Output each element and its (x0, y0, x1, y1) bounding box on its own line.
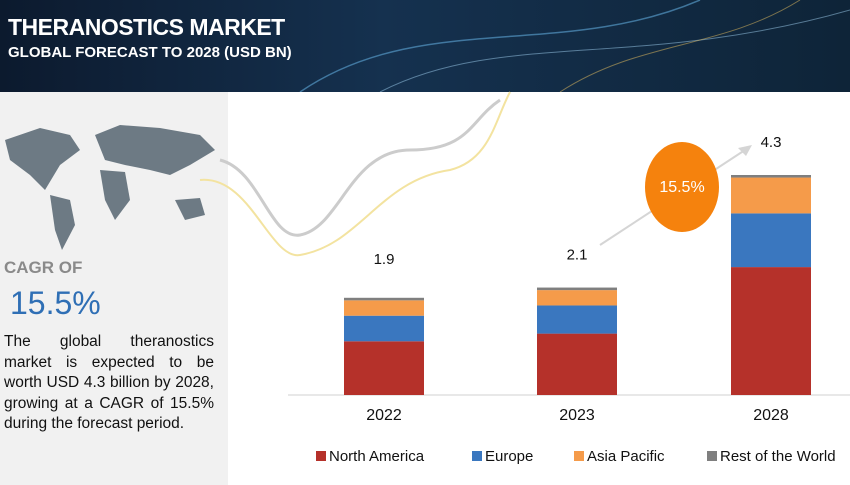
subtitle: GLOBAL FORECAST TO 2028 (USD BN) (8, 44, 292, 61)
legend-swatch (316, 451, 326, 461)
legend-swatch (574, 451, 584, 461)
total-label: 1.9 (374, 251, 395, 268)
title: THERANOSTICS MARKET (8, 14, 285, 40)
total-label: 2.1 (567, 247, 588, 264)
x-tick-label: 2022 (366, 407, 402, 424)
x-tick-label: 2023 (559, 407, 595, 424)
cagr-badge-label: 15.5% (659, 179, 704, 196)
cagr-badge (645, 142, 719, 232)
legend-label: Europe (485, 448, 533, 465)
trend-arrow-head (738, 145, 752, 156)
header-decoration (299, 0, 850, 92)
swoosh (219, 98, 501, 237)
bar-segment (537, 305, 617, 334)
bar-segment (731, 177, 811, 214)
cagr-label: CAGR OF (4, 258, 83, 277)
bar-segment (344, 297, 424, 301)
bar-segment (731, 267, 811, 395)
bar-segment (537, 333, 617, 395)
world-map (5, 125, 215, 250)
legend-swatch (707, 451, 717, 461)
cagr-value: 15.5% (10, 285, 101, 321)
bar-segment (731, 175, 811, 178)
legend-label: Rest of the World (720, 448, 836, 465)
bar-segment (344, 315, 424, 342)
bar-segment (537, 287, 617, 291)
bar-segment (731, 213, 811, 268)
header: THERANOSTICS MARKET GLOBAL FORECAST TO 2… (0, 0, 850, 92)
swoosh (199, 91, 511, 257)
legend-label: North America (329, 448, 425, 465)
legend-label: Asia Pacific (587, 448, 665, 465)
bar-segment (537, 290, 617, 306)
legend-swatch (472, 451, 482, 461)
bar-segment (344, 300, 424, 316)
bar-segment (344, 341, 424, 395)
x-tick-label: 2028 (753, 407, 789, 424)
description: The global theranostics market is expect… (4, 333, 214, 432)
total-label: 4.3 (761, 134, 782, 151)
